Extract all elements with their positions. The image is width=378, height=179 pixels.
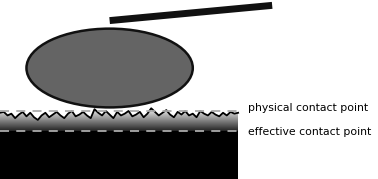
Bar	[0, 112, 238, 113]
Bar	[0, 126, 238, 127]
Bar	[0, 131, 238, 179]
Bar	[0, 119, 238, 120]
Bar	[0, 123, 238, 124]
Bar	[0, 128, 238, 129]
Bar	[0, 117, 238, 118]
Text: physical contact point: physical contact point	[248, 103, 368, 113]
Bar	[0, 116, 238, 117]
Bar	[0, 125, 238, 126]
Bar	[0, 114, 238, 115]
Bar	[0, 115, 238, 116]
Circle shape	[26, 29, 193, 107]
Bar	[0, 122, 238, 123]
Bar	[0, 127, 238, 128]
Bar	[0, 124, 238, 125]
Bar	[0, 130, 238, 131]
Bar	[0, 111, 238, 112]
Bar	[0, 120, 238, 121]
Bar	[0, 129, 238, 130]
Bar	[0, 121, 238, 122]
Text: effective contact point: effective contact point	[248, 127, 371, 137]
Polygon shape	[0, 0, 238, 120]
Bar	[0, 113, 238, 114]
Bar	[0, 118, 238, 119]
